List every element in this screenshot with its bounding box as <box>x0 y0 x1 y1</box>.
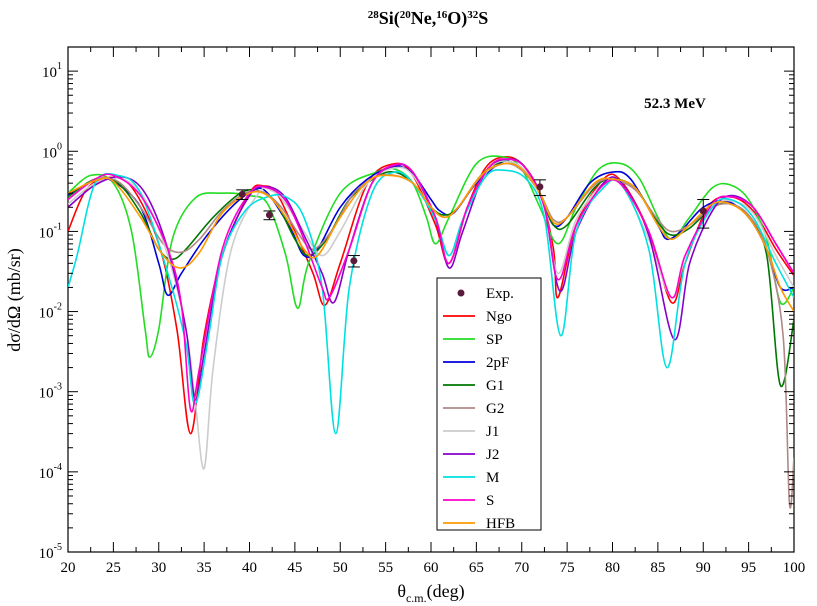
exp-point <box>699 207 707 215</box>
x-axis-title-unit: (deg) <box>427 581 465 602</box>
legend-box <box>436 277 542 531</box>
title-s: S <box>478 8 488 28</box>
x-axis: 20 25 30 35 40 45 50 55 60 65 70 75 80 85 90 95 100 <box>61 47 806 576</box>
legend-label-g1: G1 <box>486 378 504 394</box>
y-tick-base: 10 <box>42 145 57 161</box>
legend-label-g2: G2 <box>486 401 504 417</box>
title-o: O) <box>447 8 467 29</box>
y-tick-base: 10 <box>39 225 54 241</box>
exp-point <box>350 257 358 265</box>
y-tick-base: 10 <box>39 306 54 322</box>
y-axis-title: dσ/dΩ (mb/sr) <box>4 248 25 352</box>
x-axis-title: θc.m.(deg) <box>397 581 464 605</box>
y-tick-label: 10-3 <box>39 382 62 402</box>
x-tick-label: 30 <box>151 560 166 576</box>
y-tick-label: 10-1 <box>39 221 62 241</box>
title-superscript-ne: 20 <box>400 9 412 21</box>
x-axis-title-theta: θ <box>397 581 406 601</box>
x-tick-label: 55 <box>378 560 393 576</box>
x-tick-label: 100 <box>783 560 806 576</box>
chart-title: 28Si(20Ne,16O)32S <box>368 8 489 29</box>
x-tick-label: 35 <box>197 560 212 576</box>
legend-label-hfb: HFB <box>486 516 515 532</box>
x-tick-label: 40 <box>242 560 257 576</box>
legend-label-ngo: Ngo <box>486 309 512 325</box>
x-tick-label: 25 <box>106 560 121 576</box>
legend: Exp. Ngo SP 2pF G1 G2 J1 J2 MS HFB <box>436 277 542 532</box>
legend-label-j2: J2 <box>486 447 499 463</box>
x-tick-label: 70 <box>514 560 529 576</box>
series-line-s <box>68 158 794 413</box>
y-tick-label: 10-5 <box>39 542 62 562</box>
y-tick-base: 10 <box>42 65 57 81</box>
legend-label-exp: Exp. <box>486 286 514 302</box>
y-tick-exponent: -1 <box>54 221 62 232</box>
legend-label-j1: J1 <box>486 424 499 440</box>
series-line-hfb <box>68 162 794 312</box>
plot-area <box>67 46 795 553</box>
y-tick-exponent: -4 <box>54 462 62 473</box>
experimental-points <box>236 179 710 268</box>
y-tick-base: 10 <box>39 386 54 402</box>
y-tick-exponent: 0 <box>57 141 62 152</box>
y-tick-base: 10 <box>39 466 54 482</box>
plot-frame <box>67 46 795 553</box>
legend-label-s: S <box>486 493 494 509</box>
energy-annotation: 52.3 MeV <box>644 96 706 112</box>
exp-point <box>265 211 273 219</box>
x-tick-label: 20 <box>61 560 76 576</box>
legend-label-2pf: 2pF <box>486 355 509 371</box>
y-tick-exponent: 1 <box>57 61 62 72</box>
title-superscript-s: 32 <box>467 9 479 21</box>
title-si: Si( <box>379 8 400 29</box>
x-tick-label: 45 <box>287 560 302 576</box>
x-axis-title-subscript: c.m. <box>406 591 427 605</box>
x-tick-label: 80 <box>605 560 620 576</box>
y-tick-exponent: -5 <box>54 542 62 553</box>
title-superscript-o: 16 <box>436 9 448 21</box>
legend-label-sp: SP <box>486 332 503 348</box>
x-tick-label: 60 <box>424 560 439 576</box>
y-tick-exponent: -2 <box>54 302 62 313</box>
title-ne: Ne, <box>411 8 437 28</box>
legend-label-m: M <box>486 470 499 486</box>
series-line-m <box>68 169 794 435</box>
y-tick-label: 100 <box>42 141 62 161</box>
model-curves <box>68 155 794 509</box>
y-tick-label: 101 <box>42 61 62 81</box>
y-tick-base: 10 <box>39 546 54 562</box>
series-line-g1 <box>68 160 794 388</box>
x-tick-label: 65 <box>469 560 484 576</box>
y-tick-label: 10-4 <box>39 462 62 482</box>
exp-point <box>536 183 544 191</box>
y-tick-label: 10-2 <box>39 302 62 322</box>
x-tick-label: 75 <box>560 560 575 576</box>
legend-marker-exp <box>457 289 465 297</box>
exp-point <box>238 190 246 198</box>
x-tick-label: 90 <box>696 560 711 576</box>
x-tick-label: 85 <box>650 560 665 576</box>
x-tick-label: 95 <box>741 560 756 576</box>
title-superscript-si: 28 <box>368 9 380 21</box>
y-tick-exponent: -3 <box>54 382 62 393</box>
x-tick-label: 50 <box>333 560 348 576</box>
